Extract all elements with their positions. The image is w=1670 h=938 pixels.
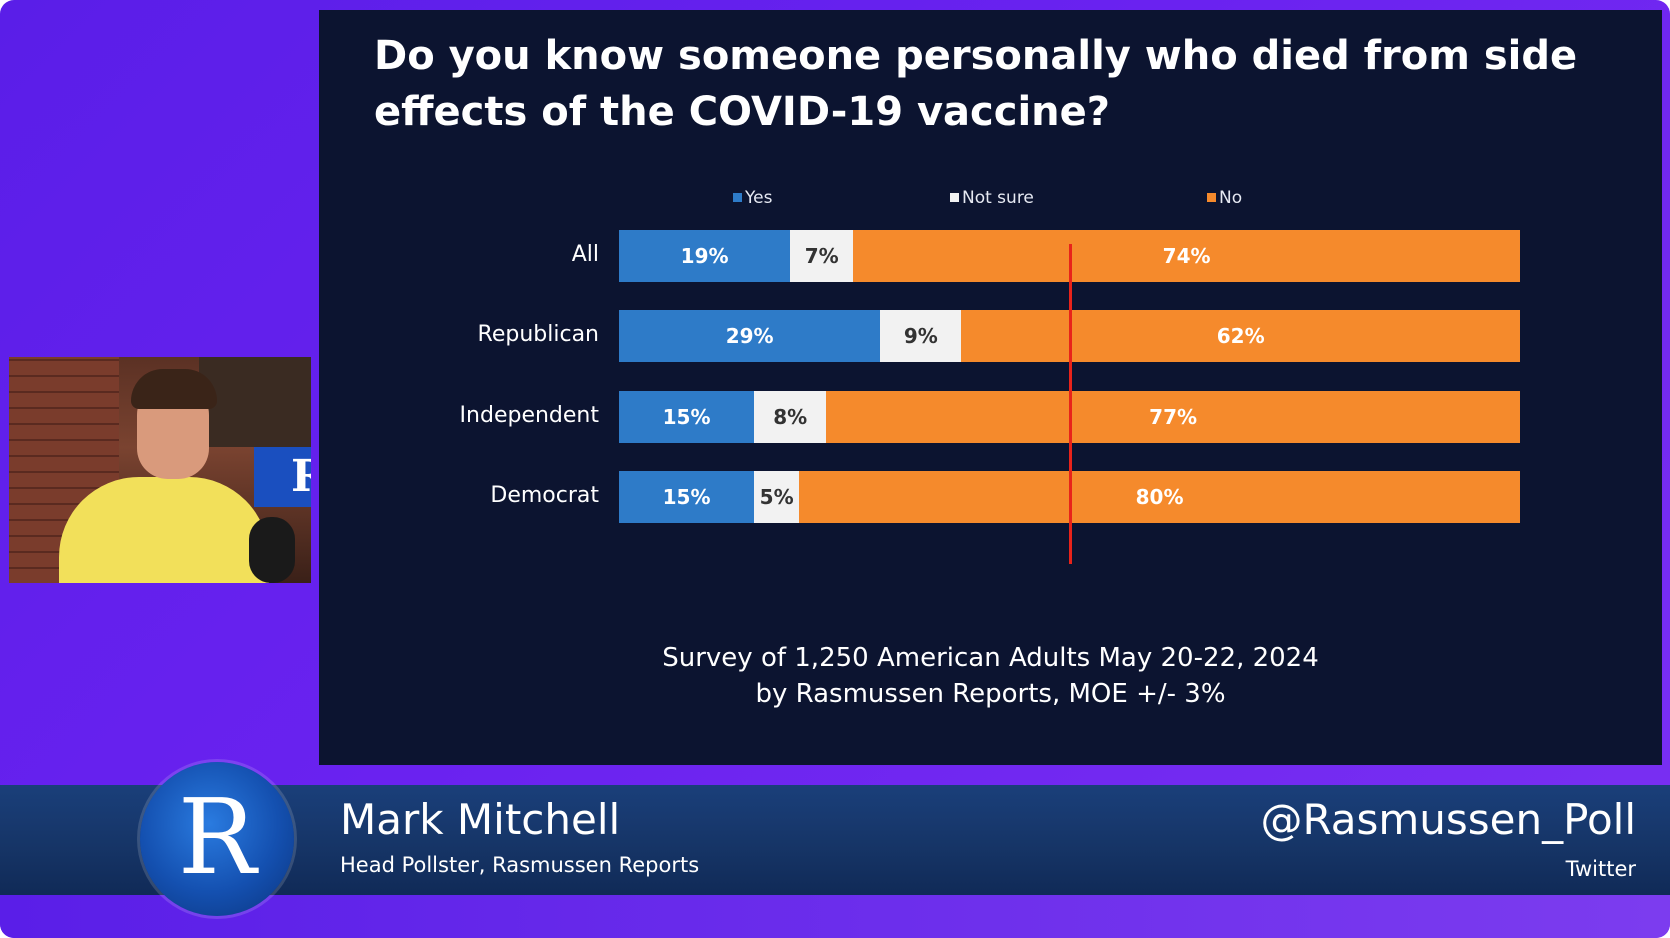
survey-note: Survey of 1,250 American Adults May 20-2… [319, 640, 1662, 712]
data-label-all-not-sure: 7% [804, 244, 839, 268]
webcam-shelf [199, 357, 311, 447]
data-label-democrat-not-sure: 5% [759, 485, 794, 509]
bar-democrat-not-sure: 5% [754, 471, 800, 523]
data-label-independent-no: 77% [1149, 405, 1198, 429]
data-label-democrat-no: 80% [1135, 485, 1184, 509]
bar-democrat-no: 80% [799, 471, 1520, 523]
webcam-microphone [249, 517, 295, 583]
chart-slide: Do you know someone personally who died … [319, 10, 1662, 765]
webcam-presenter-hair [131, 369, 217, 409]
presenter-role: Head Pollster, Rasmussen Reports [340, 853, 700, 877]
presenter-webcam: R [9, 357, 311, 583]
legend-label-no: No [1219, 188, 1243, 208]
bar-row-all: 19% 7% 74% [619, 230, 1520, 282]
social-handle: @Rasmussen_Poll [1260, 795, 1637, 844]
bar-all-no: 74% [853, 230, 1520, 282]
legend-item-not-sure: Not sure [950, 188, 1034, 208]
bar-all-not-sure: 7% [790, 230, 854, 282]
data-label-republican-yes: 29% [725, 324, 774, 348]
social-platform: Twitter [1565, 857, 1636, 881]
legend-swatch-not-sure [950, 193, 959, 202]
data-label-independent-not-sure: 8% [773, 405, 808, 429]
category-label-independent: Independent [459, 403, 599, 428]
legend-label-yes: Yes [745, 188, 773, 208]
bar-row-democrat: 15% 5% 80% [619, 471, 1520, 523]
chart-legend: Yes Not sure No [319, 188, 1662, 212]
legend-item-yes: Yes [733, 188, 772, 208]
webcam-presenter-shirt [59, 477, 269, 583]
bar-row-independent: 15% 8% 77% [619, 391, 1520, 443]
data-label-republican-no: 62% [1216, 324, 1265, 348]
category-label-all: All [571, 242, 599, 267]
legend-swatch-no [1207, 193, 1216, 202]
data-label-democrat-yes: 15% [662, 485, 711, 509]
legend-swatch-yes [733, 193, 742, 202]
bar-row-republican: 29% 9% 62% [619, 310, 1520, 362]
category-label-democrat: Democrat [490, 483, 599, 508]
bar-republican-yes: 29% [619, 310, 881, 362]
survey-note-line-2: by Rasmussen Reports, MOE +/- 3% [755, 679, 1226, 709]
legend-item-no: No [1207, 188, 1242, 208]
bar-independent-yes: 15% [619, 391, 755, 443]
bar-independent-no: 77% [826, 391, 1520, 443]
logo-letter: R [177, 776, 257, 898]
bar-democrat-yes: 15% [619, 471, 755, 523]
data-label-republican-not-sure: 9% [903, 324, 938, 348]
bar-republican-not-sure: 9% [880, 310, 962, 362]
webcam-monitor-logo: R [291, 451, 311, 502]
webcam-monitor [254, 447, 311, 507]
presenter-name: Mark Mitchell [340, 795, 621, 844]
chart-title: Do you know someone personally who died … [374, 33, 1578, 135]
category-label-republican: Republican [477, 322, 599, 347]
survey-note-line-1: Survey of 1,250 American Adults May 20-2… [662, 643, 1319, 673]
bar-republican-no: 62% [961, 310, 1520, 362]
bar-independent-not-sure: 8% [754, 391, 827, 443]
lower-third-stripe [0, 895, 1670, 938]
rasmussen-logo: R [140, 762, 294, 916]
legend-label-not-sure: Not sure [962, 188, 1034, 208]
data-label-all-yes: 19% [680, 244, 729, 268]
bar-all-yes: 19% [619, 230, 791, 282]
data-label-independent-yes: 15% [662, 405, 711, 429]
reference-line [1068, 244, 1072, 564]
data-label-all-no: 74% [1162, 244, 1211, 268]
